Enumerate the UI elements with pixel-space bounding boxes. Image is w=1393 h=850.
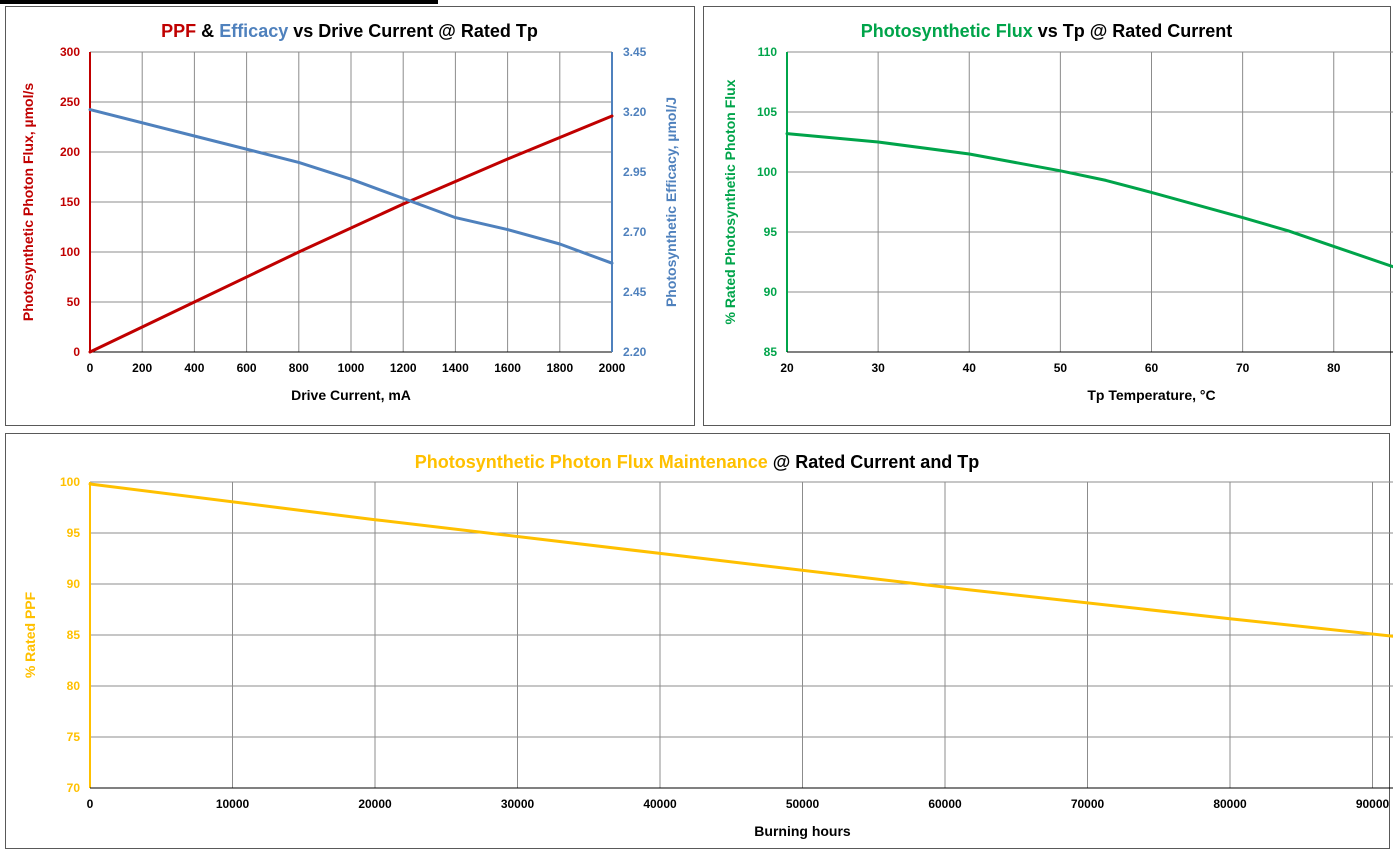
chart2-x-tick-label: 50: [1054, 361, 1068, 375]
chart1-x-tick-label: 1400: [442, 361, 469, 375]
chart3-x-axis-label: Burning hours: [754, 823, 851, 839]
chart2-y-axis-label: % Rated Photosynthetic Photon Flux: [722, 79, 738, 324]
chart3-y-tick-label: 70: [67, 781, 81, 795]
chart2-x-tick-label: 60: [1145, 361, 1159, 375]
header-bar: [0, 0, 438, 4]
chart3-x-tick-label: 30000: [501, 797, 535, 811]
chart1-group: 0 200 400 600 800 1000 1200 1400 1600 1800 2000 0 50…: [5, 6, 695, 426]
chart3-title: Photosynthetic Photon Flux Maintenance @…: [415, 452, 980, 472]
chart3-x-tick-label: 0: [87, 797, 94, 811]
chart2-frame: [703, 6, 1391, 426]
chart3-y-tick-label: 75: [67, 730, 81, 744]
chart1-x-tick-label: 600: [237, 361, 257, 375]
chart3-y-axis-label: % Rated PPF: [22, 591, 38, 678]
chart3-y-tick-label: 95: [67, 526, 81, 540]
chart2-x-tick-label: 80: [1327, 361, 1341, 375]
chart3-y-tick-label: 85: [67, 628, 81, 642]
chart2-y-tick-label: 110: [758, 45, 778, 59]
chart1-x-tick-label: 1600: [494, 361, 521, 375]
chart1-x-tick-label: 1800: [546, 361, 573, 375]
chart1-y-tick-label: 200: [60, 145, 80, 159]
chart1-x-tick-label: 2000: [599, 361, 626, 375]
chart1-title: PPF & Efficacy vs Drive Current @ Rated …: [161, 21, 538, 41]
chart3-x-tick-label: 20000: [358, 797, 392, 811]
chart1-series-1-line: [88, 108, 614, 265]
chart1-y2-axis-label: Photosynthetic Efficacy, µmol/J: [663, 97, 679, 307]
chart1-title-part: &: [196, 21, 219, 41]
chart3-y-tick-label: 80: [67, 679, 81, 693]
chart2-x-axis-label: Tp Temperature, °C: [1087, 387, 1215, 403]
chart2-x-tick-label: 70: [1236, 361, 1250, 375]
chart2-group: 2030405060708090100859095100105110Tp Tem…: [703, 6, 1393, 426]
chart1-x-tick-label: 400: [184, 361, 204, 375]
chart1-y-tick-label: 150: [60, 195, 80, 209]
chart3-x-tick-label: 10000: [216, 797, 250, 811]
chart1-y-tick-label: 50: [67, 295, 81, 309]
chart2-y-tick-label: 85: [764, 345, 778, 359]
chart1-series-0-line: [88, 114, 614, 354]
chart1-x-tick-label: 1000: [338, 361, 365, 375]
chart1-y2-tick-label: 2.20: [623, 345, 647, 359]
chart1-y-tick-label: 100: [60, 245, 80, 259]
chart1-y-tick-label: 300: [60, 45, 80, 59]
chart3-frame: [5, 433, 1390, 849]
chart1-title-part: Efficacy: [219, 21, 288, 41]
chart1-y2-tick-label: 2.45: [623, 285, 647, 299]
chart3-title-part: @ Rated Current and Tp: [768, 452, 980, 472]
chart2-y-tick-label: 90: [764, 285, 778, 299]
chart1-y2-tick-label: 2.95: [623, 165, 647, 179]
chart2-x-tick-label: 30: [871, 361, 885, 375]
chart3-x-tick-label: 50000: [786, 797, 820, 811]
chart2-y-tick-label: 105: [757, 105, 777, 119]
chart1-x-tick-label: 1200: [390, 361, 417, 375]
chart1-x-tick-label: 800: [289, 361, 309, 375]
chart1-y-axis-label: Photosynthetic Photon Flux, µmol/s: [20, 83, 36, 322]
chart2-series-0-line: [785, 132, 1393, 269]
chart2-x-tick-label: 40: [963, 361, 977, 375]
chart3-group: 0 10000 20000 30000 40000 50000 60000 70000 8000…: [5, 433, 1393, 849]
chart2-y-tick-label: 100: [757, 165, 777, 179]
chart1-x-tick-label: 200: [132, 361, 152, 375]
chart3-y-tick-label: 100: [60, 475, 80, 489]
chart3-title-part: Photosynthetic Photon Flux Maintenance: [415, 452, 768, 472]
chart1-y-tick-label: 250: [60, 95, 80, 109]
chart1-x-axis-label: Drive Current, mA: [291, 387, 411, 403]
chart2-title: Photosynthetic Flux vs Tp @ Rated Curren…: [861, 21, 1233, 41]
chart2-y-tick-label: 95: [764, 225, 778, 239]
chart3-x-tick-label: 60000: [928, 797, 962, 811]
chart1-y2-tick-label: 2.70: [623, 225, 647, 239]
chart1-y2-tick-label: 3.20: [623, 105, 647, 119]
chart1-frame: [5, 6, 695, 426]
chart1-x-tick-label: 0: [87, 361, 94, 375]
chart3-x-tick-label: 90000: [1356, 797, 1390, 811]
chart3-x-tick-label: 40000: [643, 797, 677, 811]
chart3-series-0-line: [88, 482, 1393, 638]
chart2-x-tick-label: 20: [780, 361, 794, 375]
chart3-x-tick-label: 70000: [1071, 797, 1105, 811]
chart3-x-tick-label: 80000: [1213, 797, 1247, 811]
chart1-title-part: vs Drive Current @ Rated Tp: [288, 21, 538, 41]
chart1-y-tick-label: 0: [73, 345, 80, 359]
chart2-title-part: vs Tp @ Rated Current: [1033, 21, 1233, 41]
chart1-title-part: PPF: [161, 21, 196, 41]
chart1-y2-tick-label: 3.45: [623, 45, 647, 59]
chart2-title-part: Photosynthetic Flux: [861, 21, 1033, 41]
chart3-y-tick-label: 90: [67, 577, 81, 591]
